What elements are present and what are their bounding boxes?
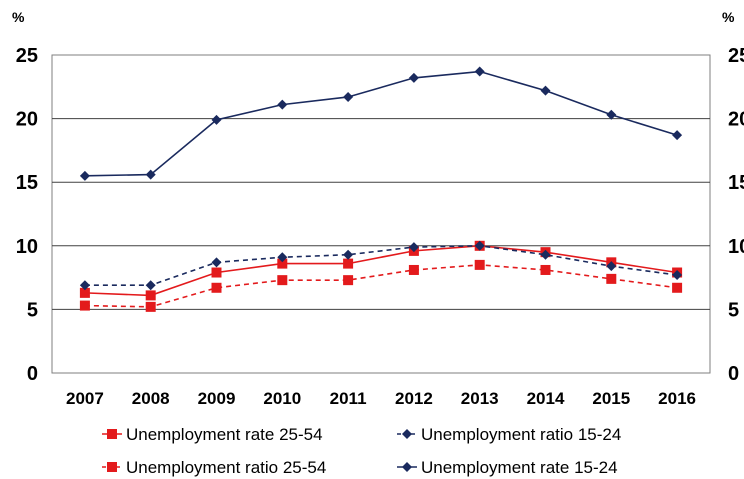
x-tick-label: 2008 (132, 389, 170, 408)
x-tick-label: 2013 (461, 389, 499, 408)
data-point (80, 171, 90, 181)
data-point (343, 250, 353, 260)
data-point (672, 130, 682, 140)
x-tick-label: 2014 (527, 389, 565, 408)
legend-item: Unemployment rate 25-54 (102, 425, 323, 444)
x-tick-label: 2009 (198, 389, 236, 408)
data-point (80, 301, 90, 311)
legend-item: Unemployment ratio 15-24 (397, 425, 621, 444)
data-point (475, 260, 485, 270)
data-point (212, 283, 222, 293)
x-tick-label: 2010 (263, 389, 301, 408)
legend-label: Unemployment rate 15-24 (421, 458, 618, 477)
legend-item: Unemployment rate 15-24 (397, 458, 618, 477)
series-line (85, 246, 677, 285)
y-tick-label-right: 0 (728, 363, 739, 385)
series-unemployment-rate-25-54 (80, 241, 682, 301)
series-unemployment-rate-15-24 (80, 67, 682, 181)
plot-area-border (52, 55, 710, 373)
y-tick-label-right: 10 (728, 236, 744, 258)
data-point (343, 92, 353, 102)
legend-label: Unemployment rate 25-54 (126, 425, 323, 444)
data-point (475, 67, 485, 77)
y-tick-label-left: 10 (16, 236, 38, 258)
data-point (146, 302, 156, 312)
y-tick-label-right: 25 (728, 45, 744, 67)
data-point (343, 259, 353, 269)
data-point (672, 283, 682, 293)
y-tick-label-left: 0 (27, 363, 38, 385)
y-tick-label-left: 5 (27, 299, 38, 321)
x-tick-label: 2016 (658, 389, 696, 408)
legend-marker (107, 429, 117, 439)
data-point (212, 257, 222, 267)
series-line (85, 246, 677, 296)
series-line (85, 265, 677, 307)
y-tick-label-right: 20 (728, 109, 744, 131)
legend: Unemployment rate 25-54 Unemployment rati… (102, 425, 621, 477)
legend-item: Unemployment ratio 25-54 (102, 458, 326, 477)
data-point (146, 290, 156, 300)
data-point (146, 280, 156, 290)
series-line (85, 72, 677, 176)
data-point (277, 100, 287, 110)
y-unit-label-left: % (12, 9, 25, 25)
x-tick-label: 2015 (592, 389, 630, 408)
series-unemployment-ratio-15-24 (80, 241, 682, 290)
legend-marker (402, 429, 412, 439)
data-point (409, 73, 419, 83)
y-tick-label-right: 5 (728, 299, 739, 321)
legend-marker (402, 462, 412, 472)
y-tick-label-left: 25 (16, 45, 38, 67)
data-point (409, 265, 419, 275)
x-tick-label: 2012 (395, 389, 433, 408)
data-point (541, 265, 551, 275)
data-point (343, 275, 353, 285)
legend-label: Unemployment ratio 25-54 (126, 458, 326, 477)
y-tick-label-left: 15 (16, 172, 38, 194)
y-tick-label-left: 20 (16, 109, 38, 131)
legend-label: Unemployment ratio 15-24 (421, 425, 621, 444)
gridlines (52, 55, 710, 373)
data-point (606, 274, 616, 284)
data-point (541, 86, 551, 96)
x-tick-label: 2007 (66, 389, 104, 408)
series-unemployment-ratio-25-54 (80, 260, 682, 312)
data-point (277, 275, 287, 285)
y-unit-label-right: % (722, 9, 735, 25)
x-tick-label: 2011 (330, 389, 367, 408)
series-layer (80, 67, 682, 312)
legend-marker (107, 462, 117, 472)
y-tick-label-right: 15 (728, 172, 744, 194)
axes: 0 0 5 5 10 10 15 15 20 20 25 25 2007 2008 2009 2010 2011… (16, 45, 744, 408)
data-point (212, 268, 222, 278)
